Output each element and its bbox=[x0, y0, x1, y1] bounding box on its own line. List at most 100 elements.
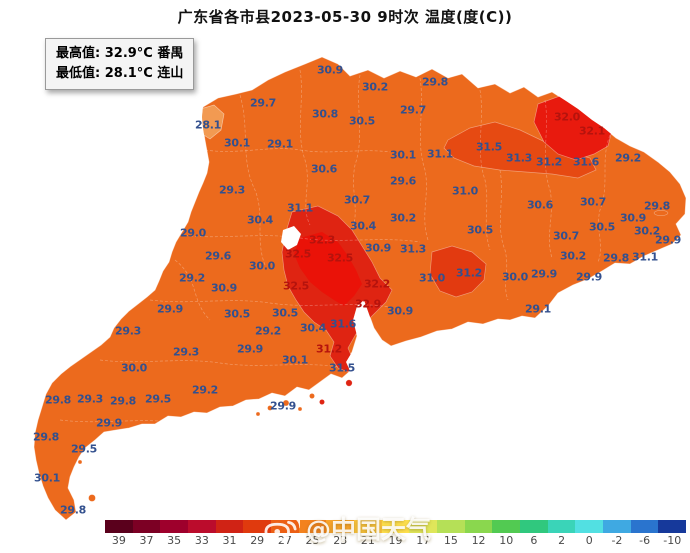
temp-label: 29.7 bbox=[400, 103, 426, 117]
temp-label: 29.7 bbox=[250, 96, 276, 110]
temp-label: 29.9 bbox=[531, 267, 557, 281]
temp-label: 29.9 bbox=[270, 399, 296, 413]
temp-label: 29.8 bbox=[110, 394, 136, 408]
temp-label: 29.3 bbox=[77, 392, 103, 406]
colorbar-segment bbox=[520, 520, 548, 533]
colorbar-tick: 23 bbox=[333, 534, 348, 547]
temp-label: 29.3 bbox=[219, 183, 245, 197]
colorbar-tick-labels: 39 37 35 33 31 29 27 25 23 21 19 17 15 12 10 6 2 0 -2 -6 -10 bbox=[105, 534, 686, 547]
temp-label: 29.9 bbox=[96, 416, 122, 430]
temp-label: 29.5 bbox=[145, 392, 171, 406]
temp-label: 30.2 bbox=[560, 249, 586, 263]
colorbar-segment bbox=[132, 520, 161, 533]
temp-label: 29.3 bbox=[173, 345, 199, 359]
watermark: @中国天气 bbox=[262, 510, 431, 546]
temp-label: 30.2 bbox=[390, 211, 416, 225]
temp-label: 30.7 bbox=[580, 195, 606, 209]
temp-label: 32.1 bbox=[579, 124, 605, 138]
colorbar-tick: -10 bbox=[663, 534, 682, 547]
islands bbox=[77, 210, 669, 502]
temp-label: 30.1 bbox=[390, 148, 416, 162]
temp-label: 29.8 bbox=[33, 430, 59, 444]
colorbar-segment bbox=[658, 520, 687, 533]
temp-label: 29.8 bbox=[644, 199, 670, 213]
temp-label: 32.9 bbox=[355, 297, 381, 311]
temp-label: 29.8 bbox=[603, 251, 629, 265]
temp-label: 30.2 bbox=[362, 80, 388, 94]
temp-label: 29.1 bbox=[267, 137, 293, 151]
temperature-colorbar bbox=[105, 520, 687, 533]
temp-label: 30.9 bbox=[387, 304, 413, 318]
temp-label: 30.1 bbox=[282, 353, 308, 367]
temp-label: 30.0 bbox=[502, 270, 528, 284]
colorbar-tick: 31 bbox=[222, 534, 237, 547]
colorbar-tick: 0 bbox=[585, 534, 593, 547]
colorbar-tick: 39 bbox=[111, 534, 126, 547]
temp-label: 31.2 bbox=[456, 266, 482, 280]
temp-label: 31.6 bbox=[573, 155, 599, 169]
colorbar-segment bbox=[215, 520, 244, 533]
temp-label: 30.1 bbox=[224, 136, 250, 150]
colorbar-segment bbox=[160, 520, 189, 533]
temp-label: 30.5 bbox=[272, 306, 298, 320]
page-title: 广东省各市县2023-05-30 9时次 温度(度(C)) bbox=[177, 8, 513, 26]
temp-label: 30.5 bbox=[349, 114, 375, 128]
colorbar-segment bbox=[298, 520, 327, 533]
temp-label: 32.3 bbox=[309, 233, 335, 247]
temp-label: 30.9 bbox=[211, 281, 237, 295]
temp-label: 31.1 bbox=[427, 147, 453, 161]
colorbar-segment bbox=[575, 520, 604, 533]
temp-label: 28.1 bbox=[195, 118, 221, 132]
colorbar-segment bbox=[603, 520, 631, 533]
colorbar-tick: 2 bbox=[558, 534, 566, 547]
colorbar-tick: 29 bbox=[250, 534, 265, 547]
temp-label: 29.5 bbox=[71, 442, 97, 456]
temp-label: 31.0 bbox=[419, 271, 445, 285]
temp-label: 30.9 bbox=[365, 241, 391, 255]
temp-label: 29.0 bbox=[180, 226, 206, 240]
colorbar-tick: -6 bbox=[639, 534, 651, 547]
temp-label: 32.2 bbox=[364, 277, 390, 291]
weibo-icon bbox=[264, 514, 300, 542]
temp-label: 29.8 bbox=[422, 75, 448, 89]
temp-label: 31.0 bbox=[452, 184, 478, 198]
temp-label: 30.6 bbox=[527, 198, 553, 212]
temp-label: 31.1 bbox=[632, 250, 658, 264]
temp-label: 29.6 bbox=[390, 174, 416, 188]
temp-label: 32.5 bbox=[283, 279, 309, 293]
map-region-white-patch bbox=[281, 226, 301, 250]
colorbar-tick: 6 bbox=[530, 534, 538, 547]
temp-label: 31.3 bbox=[506, 151, 532, 165]
watermark-text: @中国天气 bbox=[306, 515, 432, 544]
temp-label: 30.4 bbox=[350, 219, 376, 233]
temp-label: 29.8 bbox=[45, 393, 71, 407]
temp-label: 30.5 bbox=[589, 220, 615, 234]
temp-label: 29.2 bbox=[255, 324, 281, 338]
colorbar-segment bbox=[437, 520, 465, 533]
colorbar-segment bbox=[243, 520, 272, 533]
temp-label: 29.1 bbox=[525, 302, 551, 316]
temp-label: 30.2 bbox=[634, 224, 660, 238]
temp-label: 30.6 bbox=[311, 162, 337, 176]
temp-label: 30.4 bbox=[247, 213, 273, 227]
colorbar-segment bbox=[188, 520, 216, 533]
temp-label: 30.1 bbox=[34, 471, 60, 485]
colorbar-tick: 17 bbox=[416, 534, 431, 547]
temp-label: 29.9 bbox=[157, 302, 183, 316]
map-region-hot-band bbox=[443, 121, 597, 179]
temp-label: 29.6 bbox=[205, 249, 231, 263]
map-region-heyuan-red bbox=[429, 245, 487, 298]
colorbar-tick: 10 bbox=[499, 534, 514, 547]
colorbar-segment bbox=[492, 520, 521, 533]
temp-label: 30.0 bbox=[121, 361, 147, 375]
temp-label: 29.9 bbox=[576, 270, 602, 284]
temp-label: 31.2 bbox=[536, 155, 562, 169]
temp-label: 29.8 bbox=[60, 503, 86, 517]
temp-label: 32.5 bbox=[327, 251, 353, 265]
temp-label: 31.2 bbox=[316, 342, 342, 356]
colorbar-tick: -2 bbox=[611, 534, 623, 547]
temp-label: 29.9 bbox=[655, 233, 681, 247]
colorbar-segment bbox=[105, 520, 133, 533]
